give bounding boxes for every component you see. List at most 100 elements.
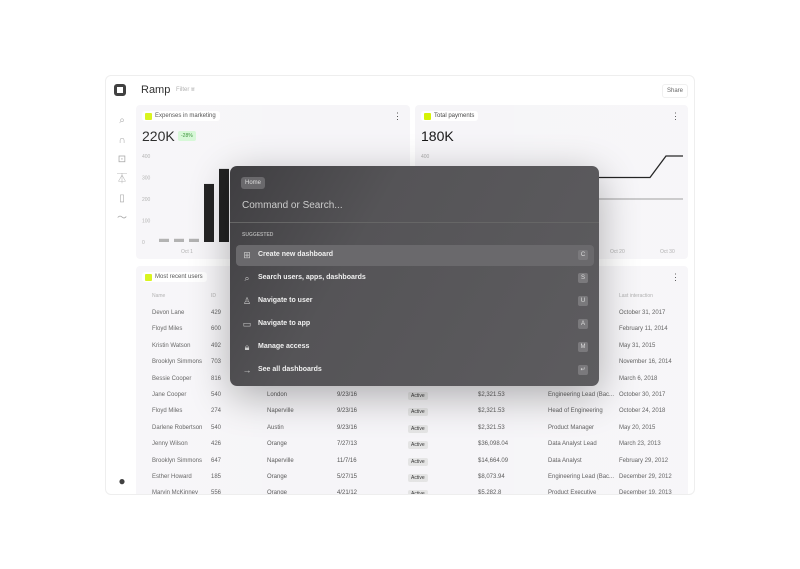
table-cell: May 31, 2015 bbox=[619, 342, 656, 349]
item-label: Navigate to user bbox=[258, 297, 313, 304]
ramp-logo bbox=[114, 84, 126, 96]
x-tick: Oct 20 bbox=[610, 249, 625, 255]
palette-item[interactable]: ▭ Navigate to app A bbox=[236, 314, 594, 335]
table-cell: Esther Howard bbox=[152, 474, 192, 480]
table-cell: Kristin Watson bbox=[152, 342, 191, 349]
filter-icon: ⩸ bbox=[191, 87, 195, 93]
bar bbox=[174, 238, 184, 242]
x-tick: Oct 1 bbox=[181, 249, 193, 255]
table-cell: $14,664.09 bbox=[478, 457, 509, 464]
column-header: ID bbox=[211, 293, 216, 299]
arrow-right-icon: → bbox=[242, 365, 252, 375]
table-row[interactable]: Esther Howard 185 Orange 5/27/15 Active $8,07… bbox=[136, 474, 688, 488]
shortcut-key: C bbox=[578, 250, 588, 260]
table-cell: $8,073.94 bbox=[478, 474, 505, 480]
trend-icon[interactable]: 〜 bbox=[117, 213, 127, 224]
search-icon: ⌕ bbox=[244, 273, 250, 283]
expenses-value: 220K bbox=[142, 128, 175, 144]
table-cell: 274 bbox=[211, 408, 222, 415]
table-cell: London bbox=[267, 392, 288, 398]
plus-square-icon[interactable]: ⊡ bbox=[117, 154, 127, 165]
phone-icon[interactable]: ▯ bbox=[119, 193, 125, 204]
table-cell: Active bbox=[408, 474, 428, 482]
user-icon[interactable]: ● bbox=[118, 474, 126, 488]
palette-item[interactable]: ♙ Navigate to user U bbox=[236, 291, 594, 312]
table-row[interactable]: Devon Lane 429 October 31, 2017 bbox=[136, 310, 688, 324]
delta-badge: -28% bbox=[178, 131, 196, 141]
table-cell: 540 bbox=[211, 424, 222, 431]
table-row[interactable]: Brooklyn Simmons 703 November 16, 2014 bbox=[136, 359, 688, 373]
shortcut-key: ↵ bbox=[578, 365, 588, 375]
shortcut-key: M bbox=[578, 342, 588, 352]
table-cell: March 23, 2013 bbox=[619, 441, 661, 448]
lock-icon: 🔒︎ bbox=[244, 342, 250, 352]
table-cell: March 6, 2018 bbox=[619, 375, 658, 382]
item-label: Search users, apps, dashboards bbox=[258, 274, 366, 281]
table-cell: $2,321.53 bbox=[478, 392, 505, 398]
table-cell: 492 bbox=[211, 342, 222, 349]
item-label: Create new dashboard bbox=[258, 251, 334, 258]
command-input[interactable]: Command or Search... bbox=[242, 200, 343, 211]
palette-item[interactable]: 🔒︎ Manage access M bbox=[236, 337, 594, 358]
table-cell: 11/7/16 bbox=[337, 457, 357, 464]
table-row[interactable]: Jenny Wilson 426 Orange 7/27/13 Active $36,09… bbox=[136, 441, 688, 455]
table-row[interactable]: Bessie Cooper 816 March 6, 2018 bbox=[136, 376, 688, 390]
more-icon[interactable]: ⋮ bbox=[671, 272, 680, 282]
table-cell: February 29, 2012 bbox=[619, 457, 669, 464]
item-label: Navigate to app bbox=[258, 320, 311, 327]
table-row[interactable]: Floyd Miles 600 February 11, 2014 bbox=[136, 326, 688, 340]
table-row[interactable]: Marvin McKinney 556 Orange 4/21/12 Active $5,… bbox=[136, 490, 688, 495]
more-icon[interactable]: ⋮ bbox=[393, 111, 402, 121]
palette-item[interactable]: ⌕ Search users, apps, dashboards S bbox=[236, 268, 594, 289]
table-cell: Data Analyst Lead bbox=[548, 441, 597, 448]
table-row[interactable]: Floyd Miles 274 Naperville 9/23/16 Active $2,… bbox=[136, 408, 688, 422]
table-cell: December 29, 2012 bbox=[619, 474, 672, 480]
table-cell: Orange bbox=[267, 490, 288, 495]
table-row[interactable]: Kristin Watson 492 May 31, 2015 bbox=[136, 343, 688, 357]
table-cell: 540 bbox=[211, 392, 222, 398]
filter-button[interactable]: Filter ⩸ bbox=[176, 87, 195, 94]
bar bbox=[204, 183, 214, 242]
table-cell: Orange bbox=[267, 474, 288, 480]
bar bbox=[219, 168, 229, 242]
users-chip: Most recent users bbox=[142, 272, 207, 282]
arch-icon[interactable]: ∩ bbox=[118, 135, 126, 146]
breadcrumb[interactable]: Home bbox=[241, 177, 266, 189]
table-row[interactable]: Brooklyn Simmons 647 Naperville 11/7/16 Acti… bbox=[136, 457, 688, 472]
line-chart: 400 Oct 20 Oct 30 bbox=[421, 154, 683, 255]
more-icon[interactable]: ⋮ bbox=[671, 111, 680, 121]
table-cell: $5,282.8 bbox=[478, 490, 502, 495]
payments-value: 180K bbox=[421, 128, 454, 144]
palette-item[interactable]: → See all dashboards ↵ bbox=[236, 360, 594, 381]
filter-label: Filter bbox=[176, 87, 190, 93]
table-cell: 600 bbox=[211, 326, 222, 333]
table-row[interactable]: Darlene Robertson 540 Austin 9/23/16 Active $… bbox=[136, 424, 688, 439]
table-cell: October 31, 2017 bbox=[619, 310, 666, 316]
card-icon: ▭ bbox=[242, 319, 252, 329]
table-row[interactable]: Jane Cooper 540 London 9/23/16 Active $2,321.… bbox=[136, 392, 688, 406]
table-cell: 703 bbox=[211, 359, 222, 366]
payments-chip: Total payments bbox=[421, 111, 479, 121]
x-tick: Oct 30 bbox=[660, 249, 675, 255]
table-cell: $36,098.04 bbox=[478, 441, 509, 448]
column-header: Name bbox=[152, 293, 166, 299]
y-tick: 200 bbox=[142, 197, 151, 203]
table-cell: Active bbox=[408, 490, 428, 494]
org-icon[interactable]: ⏄ bbox=[117, 174, 127, 185]
table-cell: February 11, 2014 bbox=[619, 326, 668, 333]
shortcut-key: S bbox=[578, 273, 588, 283]
section-label: SUGGESTED bbox=[242, 232, 274, 238]
table-cell: 185 bbox=[211, 474, 222, 480]
table-cell: Devon Lane bbox=[152, 310, 185, 316]
search-icon[interactable]: ⌕ bbox=[119, 115, 125, 126]
palette-item[interactable]: ⊞ Create new dashboard C bbox=[236, 245, 594, 266]
table-cell: Orange bbox=[267, 441, 288, 448]
share-button[interactable]: Share bbox=[661, 84, 688, 98]
bar bbox=[189, 238, 199, 242]
table-cell: Active bbox=[408, 441, 428, 450]
table-cell: Jane Cooper bbox=[152, 392, 187, 398]
table-cell: Engineering Lead (Bac... bbox=[548, 392, 615, 398]
table-cell: 647 bbox=[211, 457, 222, 464]
item-label: See all dashboards bbox=[258, 366, 322, 373]
table-cell: Data Analyst bbox=[548, 457, 582, 464]
